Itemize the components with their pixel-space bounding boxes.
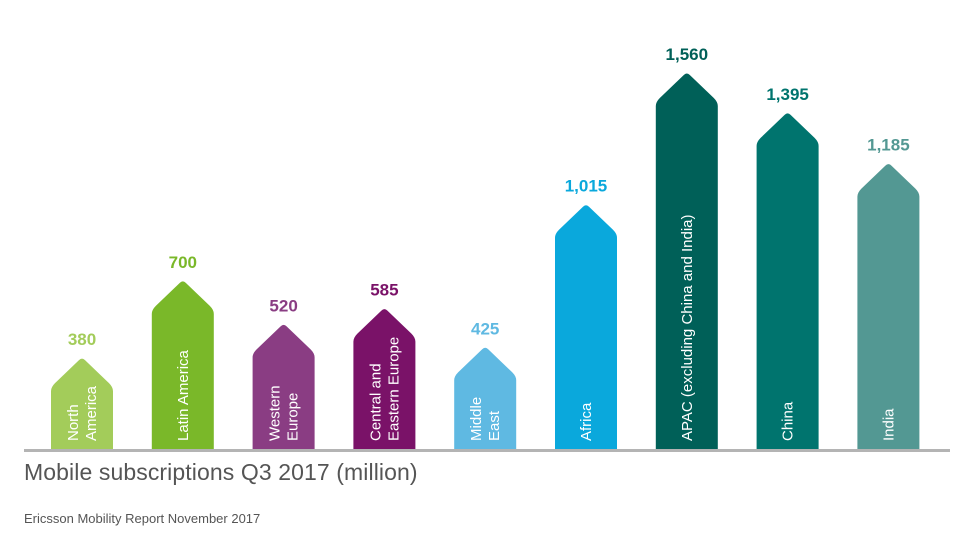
bar-7 — [756, 113, 819, 449]
bar-8 — [857, 164, 920, 449]
category-label-6-line-0: APAC (excluding China and India) — [679, 214, 696, 441]
category-label-2: Western Europe — [267, 385, 302, 441]
bar-5 — [555, 205, 617, 449]
value-label-3: 585 — [370, 281, 398, 300]
category-label-1: Latin America — [175, 349, 192, 441]
category-label-3-line-1: Eastern Europe — [385, 337, 402, 441]
chart-baseline — [24, 449, 950, 452]
value-label-5: 1,015 — [565, 177, 608, 196]
category-label-8-line-0: India — [880, 408, 897, 441]
category-label-5-line-0: Africa — [578, 402, 595, 441]
category-label-4-line-1: East — [486, 410, 503, 441]
bar-6 — [655, 73, 718, 449]
category-label-0-line-0: North — [65, 404, 82, 441]
value-label-1: 700 — [169, 253, 197, 272]
category-label-1-line-0: Latin America — [175, 349, 192, 441]
category-label-3: Central and Eastern Europe — [367, 337, 402, 441]
chart-source: Ericsson Mobility Report November 2017 — [24, 511, 261, 526]
category-label-2-line-0: Western — [267, 385, 284, 441]
category-label-4-line-0: Middle — [468, 397, 485, 441]
category-label-0: North America — [65, 385, 100, 441]
chart-title: Mobile subscriptions Q3 2017 (million) — [24, 459, 418, 485]
category-label-8: India — [880, 408, 897, 441]
bar-2 — [252, 324, 315, 449]
category-label-7: China — [780, 401, 797, 441]
value-label-2: 520 — [269, 296, 297, 315]
category-label-0-line-1: America — [83, 385, 100, 441]
value-label-0: 380 — [68, 330, 96, 349]
value-label-4: 425 — [471, 319, 499, 338]
value-label-7: 1,395 — [766, 85, 809, 104]
category-label-2-line-1: Europe — [285, 393, 302, 441]
value-label-8: 1,185 — [867, 136, 910, 155]
category-label-4: Middle East — [468, 397, 503, 441]
category-label-5: Africa — [578, 402, 595, 441]
category-label-7-line-0: China — [780, 401, 797, 441]
category-label-6: APAC (excluding China and India) — [679, 214, 696, 441]
value-label-6: 1,560 — [666, 45, 709, 64]
bar-1 — [151, 281, 214, 449]
bar-4 — [454, 347, 517, 449]
bar-0 — [51, 358, 113, 449]
bar-3 — [353, 309, 416, 449]
category-label-3-line-0: Central and — [367, 363, 384, 441]
